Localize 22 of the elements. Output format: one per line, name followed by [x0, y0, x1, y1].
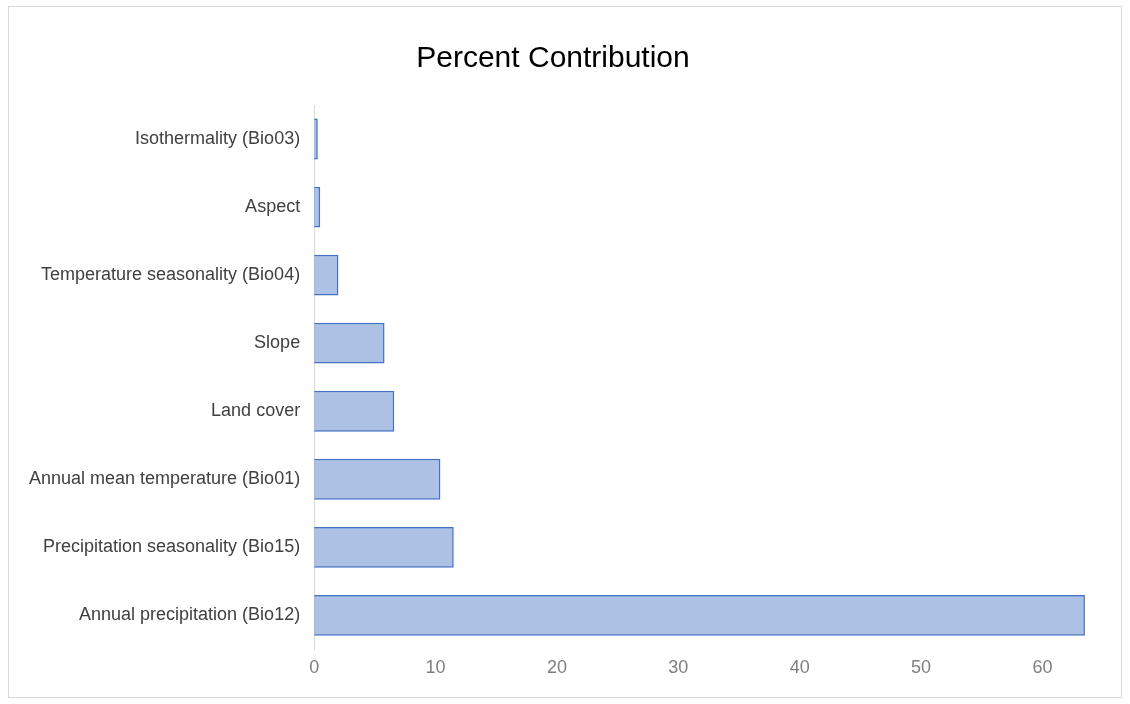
x-tick-label: 60	[1032, 657, 1053, 678]
y-tick-label: Annual mean temperature (Bio01)	[29, 468, 301, 489]
y-tick-label: Precipitation seasonality (Bio15)	[43, 536, 301, 557]
y-tick-label: Slope	[254, 332, 301, 353]
x-tick-label: 40	[789, 657, 810, 678]
x-tick-label: 0	[309, 657, 320, 678]
y-tick-label: Aspect	[245, 196, 301, 217]
bar	[314, 254, 339, 296]
x-tick-label: 30	[668, 657, 689, 678]
chart-title: Percent Contribution	[416, 40, 690, 74]
bar	[314, 390, 395, 432]
bar	[314, 594, 1085, 636]
bar	[314, 322, 385, 364]
y-tick-label: Annual precipitation (Bio12)	[79, 604, 301, 625]
y-tick-label: Land cover	[211, 400, 301, 421]
y-tick-label: Temperature seasonality (Bio04)	[41, 264, 301, 285]
y-tick-label: Isothermality (Bio03)	[135, 127, 301, 148]
x-tick-label: 10	[425, 657, 446, 678]
x-tick-label: 50	[911, 657, 932, 678]
x-tick-label: 20	[546, 657, 567, 678]
bar	[314, 458, 441, 500]
bar	[314, 526, 454, 568]
